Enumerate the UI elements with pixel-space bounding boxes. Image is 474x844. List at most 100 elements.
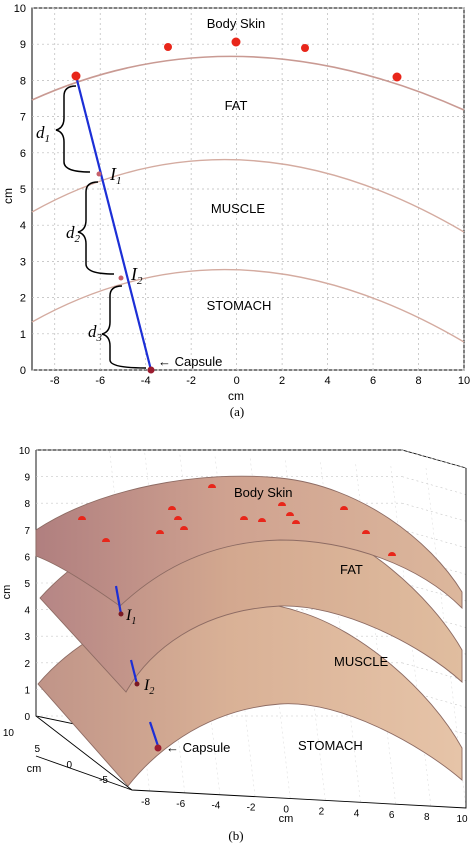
sensor-markers-3d <box>78 484 396 556</box>
sensor-marker <box>231 37 241 47</box>
distance-brace <box>55 85 91 173</box>
interface-point-3d <box>118 611 124 617</box>
sensor-marker-3d <box>78 516 86 520</box>
sensor-marker-3d <box>286 512 294 516</box>
interface-point <box>118 275 124 281</box>
caption-b: (b) <box>228 828 243 843</box>
y-tick-label: 9 <box>20 39 26 51</box>
x-tick-label: -4 <box>141 375 151 387</box>
x-tick-label-3d: 2 <box>319 806 325 817</box>
panel-b-3d-view: 0 1 2 3 4 5 6 7 8 9 10 -8 -6 -4 -2 0 2 4 6 8 10 -5 0 5 10 Body S… <box>1 446 468 843</box>
capsule-label: ← Capsule <box>158 354 222 369</box>
signal-path-3d <box>114 585 123 615</box>
sensor-marker-3d <box>180 526 188 530</box>
grid-line-z-side <box>401 529 467 549</box>
x-tick-label: -2 <box>186 375 196 387</box>
z-tick-label: 5 <box>24 579 30 590</box>
muscle-stomach-boundary-curve <box>31 268 465 343</box>
x-tick-label-3d: 10 <box>456 814 468 825</box>
skin-label: Body Skin <box>207 16 266 31</box>
sensor-marker <box>301 44 309 52</box>
grid-line-z-side <box>401 502 467 522</box>
grid-line-x <box>355 464 396 805</box>
x-tick-label-3d: 8 <box>424 812 430 823</box>
z-tick-label: 1 <box>24 685 30 696</box>
x-tick-label: 6 <box>370 375 376 387</box>
capsule-label-3d: ← Capsule <box>166 740 230 755</box>
skin-boundary-curve <box>31 55 465 111</box>
y-tick-label: 5 <box>20 184 26 196</box>
interface-label-3d-i1: I1 <box>125 607 136 627</box>
distance-brace <box>77 181 115 275</box>
z-tick-label: 4 <box>24 606 30 617</box>
stomach-label-3d: STOMACH <box>298 738 363 753</box>
x-tick-label-3d: -2 <box>247 803 256 814</box>
y-tick-label: 8 <box>20 75 26 87</box>
y-tick-label-3d: 10 <box>3 728 15 739</box>
sensor-marker-3d <box>258 518 266 522</box>
x-tick-label: 10 <box>458 375 470 387</box>
interface-label-i2: I2 <box>130 264 143 287</box>
x-tick-label: 4 <box>325 375 331 387</box>
x-tick-label-3d: 4 <box>354 808 360 819</box>
y-tick-label-3d: -5 <box>99 775 108 786</box>
x-tick-label: -8 <box>50 375 60 387</box>
interface-point-3d <box>134 681 140 687</box>
z-tick-label: 2 <box>24 659 30 670</box>
interface-point <box>96 171 102 177</box>
signal-path-3d <box>148 721 160 747</box>
sensor-marker <box>392 72 402 82</box>
sensor-marker-3d <box>278 502 286 506</box>
y-tick-label: 7 <box>20 112 26 124</box>
sensor-marker-3d <box>388 552 396 556</box>
z-tick-label: 7 <box>24 526 30 537</box>
z-tick-label: 3 <box>24 632 30 643</box>
panel-a-cross-section: -8 -6 -4 -2 0 2 4 6 8 10 0 1 2 3 4 5 6 7 8 9 10 Body Skin FA… <box>1 3 470 419</box>
distance-label-d1: d1 <box>36 123 50 145</box>
x-tick-label: 8 <box>415 375 421 387</box>
x-tick-label: 2 <box>279 375 285 387</box>
muscle-label-3d: MUSCLE <box>334 654 389 669</box>
signal-path-line <box>74 75 153 371</box>
distance-brace <box>101 285 147 369</box>
y-axis-label-3d: cm <box>27 763 42 775</box>
sensor-marker-3d <box>174 516 182 520</box>
grid-line-z-side <box>401 449 467 469</box>
sensor-marker-3d <box>168 506 176 510</box>
z-tick-label: 9 <box>24 473 30 484</box>
x-tick-label-3d: -6 <box>176 799 185 810</box>
sensor-marker-3d <box>240 516 248 520</box>
stomach-label: STOMACH <box>207 298 272 313</box>
x-tick-label: -6 <box>95 375 105 387</box>
y-tick-label: 3 <box>20 256 26 268</box>
x-axis-label-3d: cm <box>279 813 294 825</box>
y-tick-label: 2 <box>20 293 26 305</box>
sensor-marker-3d <box>340 506 348 510</box>
z-tick-label: 0 <box>24 712 30 723</box>
y-tick-label: 10 <box>14 3 26 15</box>
sensor-marker-3d <box>208 484 216 488</box>
y-tick-label-3d: 0 <box>66 760 72 771</box>
interface-label-i1: I1 <box>109 164 122 187</box>
y-axis-label: cm <box>1 188 15 204</box>
x-tick-label-3d: 6 <box>389 810 395 821</box>
x-tick-label-3d: -4 <box>211 801 220 812</box>
skin-label-3d: Body Skin <box>234 485 293 500</box>
box-depth-edge <box>35 755 133 791</box>
sensor-marker <box>71 71 81 81</box>
y-tick-label-3d: 5 <box>34 744 40 755</box>
sensor-marker-3d <box>102 538 110 542</box>
z-axis-label: cm <box>1 585 13 600</box>
sensor-marker <box>164 43 172 51</box>
fat-label-3d: FAT <box>340 562 363 577</box>
y-tick-label: 0 <box>20 365 26 377</box>
x-tick-label-3d: -8 <box>141 797 150 808</box>
distance-label-d3: d3 <box>88 322 103 344</box>
sensor-marker-3d <box>292 520 300 524</box>
sensor-marker-3d <box>156 530 164 534</box>
grid-line-z-side <box>401 662 467 682</box>
panel-a-ticks: -8 -6 -4 -2 0 2 4 6 8 10 0 1 2 3 4 5 6 7 8 9 10 <box>14 3 470 387</box>
z-tick-label: 6 <box>24 552 30 563</box>
z-tick-label: 10 <box>19 446 31 457</box>
